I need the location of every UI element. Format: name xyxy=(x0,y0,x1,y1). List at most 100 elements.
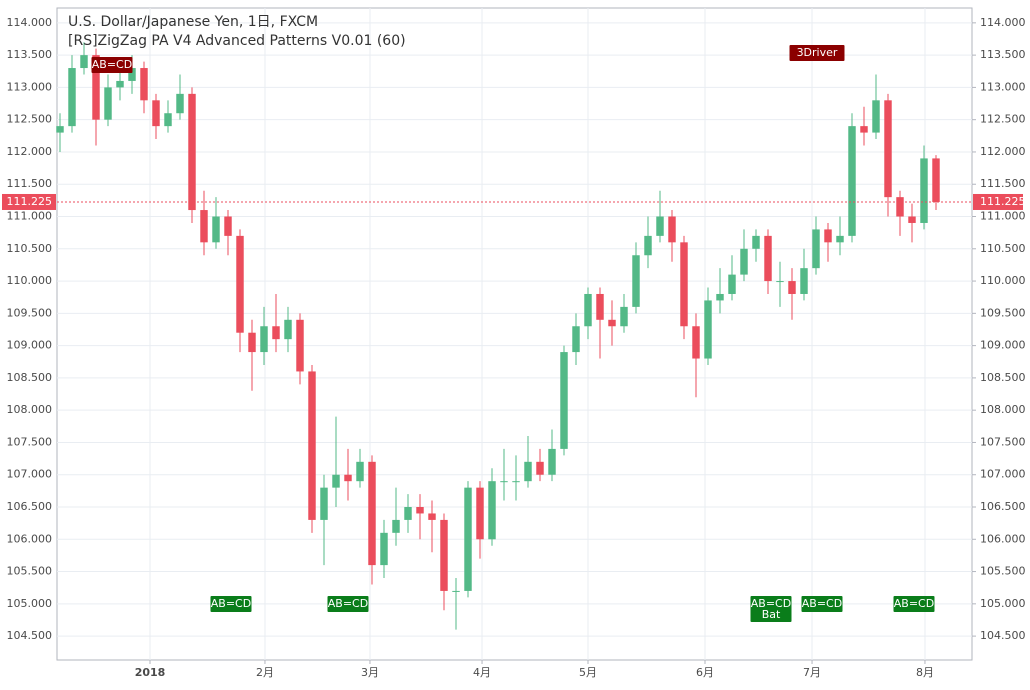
y-tick-label-left: 106.000 xyxy=(7,532,53,545)
candle-body xyxy=(800,268,808,294)
candle-body xyxy=(536,461,544,475)
candle-body xyxy=(428,513,436,520)
last-price-label-left: 111.225 xyxy=(7,195,53,208)
y-tick-label: 114.000 xyxy=(980,16,1026,29)
candle-body xyxy=(104,87,112,120)
chart-title: U.S. Dollar/Japanese Yen, 1日, FXCM xyxy=(68,14,318,30)
pattern-label: AB=CD xyxy=(894,597,934,610)
x-tick-label: 2018 xyxy=(135,666,166,679)
pattern-label: AB=CD xyxy=(92,58,132,71)
candle-body xyxy=(644,235,652,256)
y-tick-label: 113.000 xyxy=(980,80,1026,93)
candle-body xyxy=(80,55,88,69)
candle-body xyxy=(356,461,364,482)
candle-body xyxy=(332,474,340,488)
y-tick-label: 105.500 xyxy=(980,565,1026,578)
y-tick-label-left: 104.500 xyxy=(7,629,53,642)
x-tick-label: 3月 xyxy=(361,666,379,679)
candles xyxy=(56,42,940,630)
last-price-box xyxy=(973,193,1023,210)
y-tick-label: 111.000 xyxy=(980,210,1026,223)
candle-body xyxy=(68,68,76,127)
candle-body xyxy=(860,126,868,133)
pattern-label-box xyxy=(91,57,133,73)
y-tick-label-left: 114.000 xyxy=(7,16,53,29)
pattern-label: 3Driver xyxy=(797,46,838,59)
candle-body xyxy=(848,126,856,236)
candle-body xyxy=(548,448,556,475)
candle-body xyxy=(668,216,676,243)
candle-body xyxy=(164,113,172,127)
candle-body xyxy=(884,100,892,198)
y-tick-label-left: 113.000 xyxy=(7,80,53,93)
candle-body xyxy=(140,68,148,101)
overlay: 104.500 104.500 105.000 105.000 105.500 105.5… xyxy=(2,16,1026,679)
candle-body xyxy=(836,235,844,243)
x-tick-label: 7月 xyxy=(803,666,821,679)
candle-body xyxy=(344,474,352,482)
candle-body xyxy=(476,487,484,540)
candle-body xyxy=(764,235,772,282)
y-tick-label: 108.500 xyxy=(980,371,1026,384)
candle-body xyxy=(404,507,412,520)
y-tick-label-left: 111.500 xyxy=(7,177,53,190)
y-tick-label-left: 110.500 xyxy=(7,242,53,255)
candle-body xyxy=(308,371,316,520)
candle-body xyxy=(236,235,244,333)
candle-body xyxy=(680,242,688,327)
y-tick-label-left: 111.000 xyxy=(7,210,53,223)
candle-body xyxy=(176,93,184,114)
y-tick-label-left: 107.500 xyxy=(7,435,53,448)
candle-body xyxy=(728,274,736,294)
candle-body xyxy=(152,100,160,127)
candle-body xyxy=(296,319,304,372)
candle-body xyxy=(488,481,496,540)
candle-body xyxy=(380,532,388,566)
candle-body xyxy=(608,319,616,327)
pattern-label: AB=CD xyxy=(802,597,842,610)
candle-body xyxy=(812,229,820,269)
pattern-label-box xyxy=(893,596,935,612)
pattern-sublabel: Bat xyxy=(762,608,781,621)
candle-body xyxy=(632,255,640,307)
x-tick-label: 4月 xyxy=(473,666,491,679)
candle-body xyxy=(500,481,508,483)
y-tick-label: 113.500 xyxy=(980,48,1026,61)
candle-body xyxy=(512,481,520,483)
candle-body xyxy=(824,229,832,243)
y-tick-label-left: 106.500 xyxy=(7,500,53,513)
candle-body xyxy=(704,300,712,359)
candle-body xyxy=(908,216,916,223)
candle-body xyxy=(752,235,760,249)
last-price-label: 111.225 xyxy=(980,195,1026,208)
y-tick-label-left: 105.000 xyxy=(7,597,53,610)
pattern-label-box xyxy=(801,596,843,612)
candle-body xyxy=(776,281,784,283)
y-tick-label: 106.000 xyxy=(980,532,1026,545)
y-tick-label-left: 109.500 xyxy=(7,306,53,319)
x-tick-label: 6月 xyxy=(696,666,714,679)
x-tick-label: 2月 xyxy=(256,666,274,679)
candle-body xyxy=(572,326,580,353)
x-tick-label: 5月 xyxy=(579,666,597,679)
candle-body xyxy=(188,93,196,211)
candle-body xyxy=(416,507,424,514)
candle-body xyxy=(92,55,100,120)
pattern-label-box xyxy=(210,596,252,612)
y-tick-label: 110.500 xyxy=(980,242,1026,255)
candle-body xyxy=(116,80,124,88)
y-tick-label: 109.500 xyxy=(980,306,1026,319)
pattern-label-box xyxy=(789,45,845,61)
candle-body xyxy=(524,461,532,482)
chart-subtitle: [RS]ZigZag PA V4 Advanced Patterns V0.01… xyxy=(68,33,406,49)
candle-body xyxy=(896,197,904,217)
y-tick-label-left: 108.500 xyxy=(7,371,53,384)
candle-body xyxy=(452,590,460,592)
candle-body xyxy=(272,326,280,340)
candle-body xyxy=(368,461,376,566)
candle-body xyxy=(656,216,664,236)
y-tick-label: 104.500 xyxy=(980,629,1026,642)
plot-frame xyxy=(56,7,973,661)
y-tick-label-left: 113.500 xyxy=(7,48,53,61)
candle-body xyxy=(920,158,928,223)
